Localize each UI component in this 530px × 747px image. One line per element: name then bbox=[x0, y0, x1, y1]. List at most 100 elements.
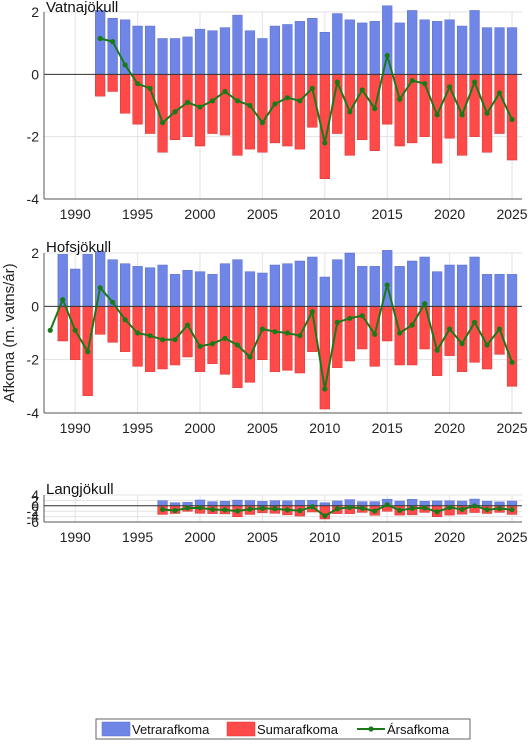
y-tick-label: -4 bbox=[27, 509, 40, 525]
annual-point bbox=[259, 120, 266, 126]
annual-point bbox=[234, 98, 241, 104]
legend-label: Sumarafkoma bbox=[257, 722, 339, 737]
winter-bar bbox=[444, 19, 455, 75]
winter-bar bbox=[494, 274, 505, 307]
panel-1: -4 -2 0 2 1990 1995 2000 2005 2010 2015 2020 2025 Va… bbox=[27, 0, 528, 222]
summer-bar bbox=[207, 74, 218, 134]
legend-bar-swatch bbox=[101, 721, 131, 737]
annual-point bbox=[147, 333, 153, 339]
annual-point bbox=[172, 507, 178, 514]
x-tick-label: 2005 bbox=[247, 529, 278, 545]
annual-point bbox=[247, 102, 253, 109]
winter-bar bbox=[456, 500, 468, 507]
summer-bar bbox=[382, 306, 393, 342]
winter-bar bbox=[70, 268, 81, 307]
winter-bar bbox=[95, 10, 106, 75]
annual-point bbox=[184, 322, 191, 328]
annual-point bbox=[384, 502, 390, 508]
y-tick-label: 4 bbox=[31, 487, 39, 503]
annual-point bbox=[397, 96, 403, 102]
annual-point bbox=[359, 87, 365, 93]
summer-bar bbox=[257, 74, 268, 153]
winter-bar bbox=[407, 499, 418, 507]
annual-point bbox=[122, 62, 128, 68]
winter-bar bbox=[257, 38, 268, 75]
annual-point bbox=[135, 330, 141, 336]
winter-bar bbox=[194, 271, 206, 307]
winter-bar bbox=[506, 500, 518, 507]
annual-point bbox=[309, 85, 315, 91]
annual-point bbox=[322, 140, 328, 146]
summer-bar bbox=[120, 306, 131, 352]
winter-bar bbox=[444, 264, 455, 307]
winter-bar bbox=[419, 19, 430, 75]
winter-bar bbox=[132, 266, 143, 307]
annual-point bbox=[372, 106, 378, 112]
y-tick-label: 0 bbox=[31, 498, 39, 514]
winter-bar bbox=[219, 263, 231, 307]
annual-point bbox=[471, 79, 478, 85]
annual-point bbox=[209, 506, 216, 513]
winter-bar bbox=[469, 10, 480, 75]
summer-bar bbox=[382, 74, 393, 125]
winter-bar bbox=[182, 270, 193, 307]
annual-point bbox=[284, 330, 290, 336]
annual-point bbox=[222, 335, 228, 341]
annual-point bbox=[422, 301, 428, 307]
summer-bar bbox=[120, 74, 131, 114]
annual-point bbox=[434, 347, 440, 353]
annual-point bbox=[297, 508, 303, 514]
legend-marker-swatch bbox=[368, 726, 374, 732]
annual-point bbox=[259, 326, 266, 332]
winter-bar bbox=[282, 500, 293, 507]
annual-point bbox=[347, 504, 353, 511]
x-tick-label: 2015 bbox=[372, 529, 403, 545]
x-tick-label: 2015 bbox=[372, 206, 403, 222]
annual-point bbox=[397, 507, 403, 513]
legend: Vetrarafkoma Sumarafkoma Ársafkoma bbox=[95, 718, 471, 740]
winter-bar bbox=[257, 501, 268, 507]
winter-bar bbox=[82, 254, 93, 307]
summer-bar bbox=[244, 306, 256, 383]
x-tick-label: 2020 bbox=[434, 529, 465, 545]
annual-point bbox=[459, 341, 465, 347]
summer-bar bbox=[207, 306, 218, 364]
y-tick-label: -2 bbox=[27, 129, 40, 145]
annual-point bbox=[434, 112, 440, 118]
annual-point bbox=[284, 95, 290, 101]
annual-point bbox=[85, 349, 91, 355]
annual-point bbox=[172, 109, 178, 115]
summer-bar bbox=[282, 306, 293, 371]
summer-bar bbox=[70, 306, 81, 360]
legend-label: Ársafkoma bbox=[387, 722, 450, 737]
annual-point bbox=[334, 319, 340, 325]
y-tick-label: 2 bbox=[31, 492, 39, 508]
winter-bar bbox=[506, 27, 518, 75]
annual-point bbox=[509, 359, 515, 365]
winter-bar bbox=[419, 256, 430, 307]
annual-point bbox=[197, 505, 203, 511]
annual-point bbox=[496, 90, 503, 96]
legend-box bbox=[95, 718, 471, 740]
winter-bar bbox=[169, 274, 181, 307]
y-tick-label: 0 bbox=[31, 66, 39, 82]
winter-bar bbox=[120, 263, 131, 307]
winter-bar bbox=[332, 500, 343, 507]
winter-bar bbox=[481, 27, 493, 75]
winter-bar bbox=[332, 13, 343, 75]
annual-point bbox=[147, 85, 153, 91]
winter-bar bbox=[244, 30, 256, 75]
summer-bar bbox=[432, 74, 443, 164]
annual-point bbox=[496, 505, 503, 512]
annual-point bbox=[384, 53, 390, 59]
summer-bar bbox=[282, 74, 293, 147]
winter-bar bbox=[369, 266, 380, 307]
summer-bar bbox=[369, 74, 380, 151]
annual-point bbox=[409, 322, 415, 328]
annual-point bbox=[447, 504, 453, 511]
summer-bar bbox=[169, 74, 181, 141]
legend-label: Vetrarafkoma bbox=[132, 722, 210, 737]
summer-bar bbox=[344, 74, 355, 156]
x-tick-label: 2015 bbox=[372, 420, 403, 436]
